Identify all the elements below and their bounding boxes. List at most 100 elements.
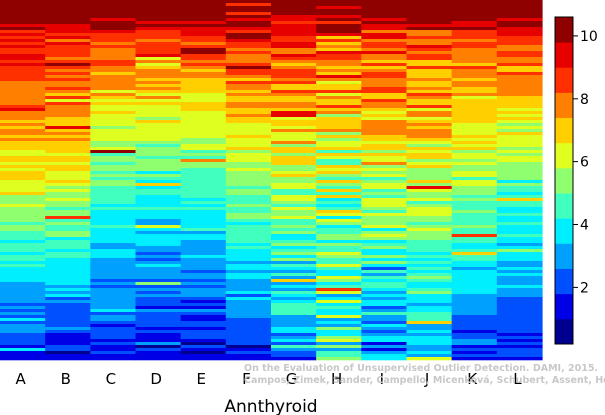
heatmap-cell <box>0 51 46 55</box>
heatmap-cell <box>361 342 408 346</box>
heatmap-cell <box>496 138 543 142</box>
heatmap-cell <box>225 267 272 271</box>
heatmap-cell <box>90 225 137 229</box>
heatmap-cell <box>225 324 272 328</box>
heatmap-cell <box>361 114 408 118</box>
heatmap-cell <box>45 126 91 130</box>
heatmap-cell <box>406 186 453 190</box>
heatmap-cell <box>496 348 543 352</box>
heatmap-cell <box>45 159 91 163</box>
heatmap-cell <box>271 54 317 58</box>
heatmap-cell <box>361 204 408 208</box>
heatmap-cell <box>451 327 498 331</box>
heatmap-cell <box>316 333 362 337</box>
heatmap-cell <box>316 156 362 160</box>
heatmap-cell <box>180 282 227 286</box>
heatmap-cell <box>225 258 272 262</box>
heatmap-cell <box>271 75 317 79</box>
heatmap-cell <box>451 66 498 70</box>
heatmap-cell <box>0 186 46 190</box>
heatmap-cell <box>135 54 182 58</box>
heatmap-cell <box>135 132 182 136</box>
heatmap-cell <box>90 3 137 7</box>
heatmap-cell <box>316 276 362 280</box>
heatmap-cell <box>45 90 91 94</box>
heatmap-cell <box>361 93 408 97</box>
heatmap-cell <box>180 270 227 274</box>
heatmap-cell <box>316 207 362 211</box>
heatmap-cell <box>135 69 182 73</box>
heatmap-cell <box>135 30 182 34</box>
heatmap-cell <box>0 273 46 277</box>
heatmap-cell <box>451 138 498 142</box>
heatmap-cell <box>90 18 137 22</box>
heatmap-cell <box>135 63 182 67</box>
heatmap-cell <box>451 156 498 160</box>
heatmap-cell <box>496 159 543 163</box>
heatmap-cell <box>90 249 137 253</box>
heatmap-cell <box>316 240 362 244</box>
heatmap-cell <box>361 345 408 349</box>
heatmap-cell <box>451 144 498 148</box>
heatmap-cell <box>135 153 182 157</box>
heatmap-cell <box>406 252 453 256</box>
heatmap-cell <box>0 72 46 76</box>
heatmap-cell <box>316 132 362 136</box>
heatmap-cell <box>451 174 498 178</box>
heatmap-cell <box>451 273 498 277</box>
heatmap-cell <box>180 357 227 361</box>
heatmap-cell <box>225 306 272 310</box>
heatmap-cell <box>361 339 408 343</box>
heatmap-cell <box>45 222 91 226</box>
heatmap-cell <box>45 12 91 16</box>
heatmap-cell <box>180 90 227 94</box>
heatmap-cell <box>406 180 453 184</box>
heatmap-cell <box>406 282 453 286</box>
heatmap-cell <box>0 156 46 160</box>
heatmap-cell <box>180 327 227 331</box>
heatmap-cell <box>45 288 91 292</box>
heatmap-cell <box>361 0 408 4</box>
heatmap-cell <box>90 294 137 298</box>
heatmap-cell <box>225 180 272 184</box>
heatmap-cell <box>361 120 408 124</box>
heatmap-cell <box>406 99 453 103</box>
heatmap-cell <box>135 258 182 262</box>
heatmap-cell <box>180 198 227 202</box>
heatmap-cell <box>0 48 46 52</box>
heatmap-cell <box>496 312 543 316</box>
heatmap-cell <box>496 99 543 103</box>
heatmap-cell <box>406 126 453 130</box>
heatmap-cell <box>316 303 362 307</box>
heatmap-cell <box>0 75 46 79</box>
heatmap-cell <box>271 297 317 301</box>
heatmap-cell <box>406 9 453 13</box>
heatmap-cell <box>90 309 137 313</box>
heatmap-cell <box>496 123 543 127</box>
heatmap-cell <box>90 285 137 289</box>
heatmap-cell <box>180 294 227 298</box>
heatmap-cell <box>316 102 362 106</box>
heatmap-cell <box>271 99 317 103</box>
heatmap-cell <box>0 237 46 241</box>
heatmap-cell <box>361 309 408 313</box>
heatmap-cell <box>90 261 137 265</box>
heatmap-cell <box>135 246 182 250</box>
heatmap-cell <box>135 3 182 7</box>
heatmap-cell <box>271 186 317 190</box>
heatmap-cell <box>451 63 498 67</box>
heatmap-cell <box>225 75 272 79</box>
heatmap-cell <box>0 126 46 130</box>
heatmap-cell <box>361 12 408 16</box>
heatmap-cell <box>0 105 46 109</box>
heatmap-cell <box>496 6 543 10</box>
heatmap-cell <box>271 210 317 214</box>
heatmap-cell <box>451 246 498 250</box>
colorbar-segment <box>555 318 573 345</box>
heatmap-cell <box>180 276 227 280</box>
heatmap-cell <box>135 66 182 70</box>
heatmap-cell <box>180 213 227 217</box>
heatmap-cell <box>135 93 182 97</box>
heatmap-cell <box>406 324 453 328</box>
heatmap-cell <box>496 228 543 232</box>
